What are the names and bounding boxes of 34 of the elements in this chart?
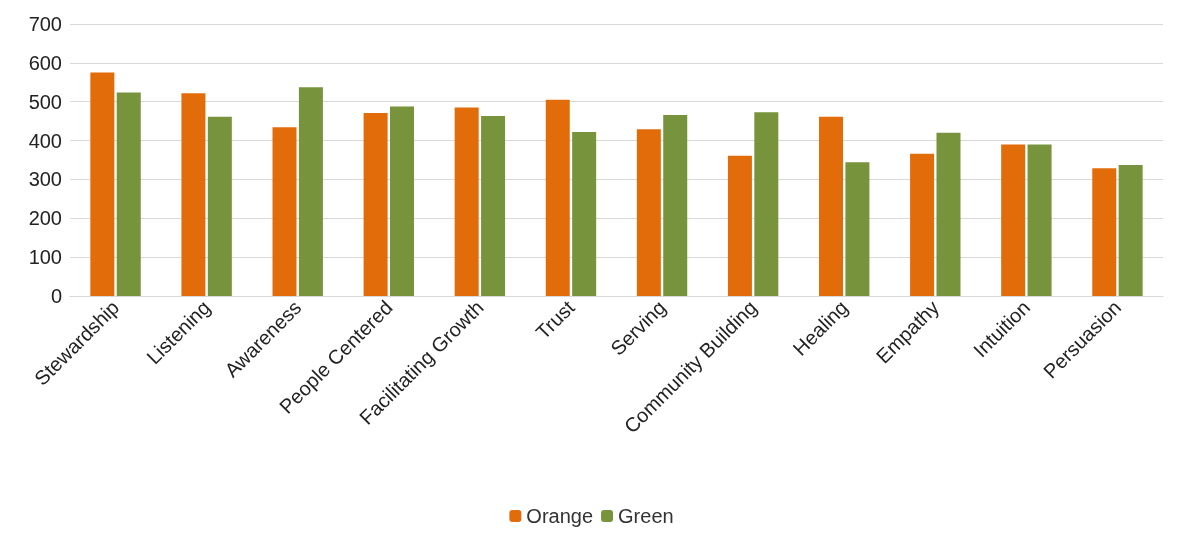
bar [936,132,961,296]
legend-label: Green [618,505,674,527]
y-tick-label: 0 [50,285,62,307]
y-tick-label: 700 [28,13,62,35]
y-tick-label: 300 [28,168,62,191]
bar [363,112,388,296]
bar [572,132,597,296]
bar [727,155,752,296]
bar [1027,144,1052,296]
bar [207,116,232,296]
bar [298,87,323,296]
y-tick-label: 600 [28,51,62,74]
bar [1001,144,1026,296]
legend-label: Orange [526,505,594,527]
bar [754,112,779,296]
bar [1092,168,1117,296]
bar [636,129,661,296]
y-tick-label: 100 [28,246,62,269]
y-tick-label: 200 [28,207,62,230]
bar [454,107,479,296]
bar [845,162,870,296]
bar [819,116,844,296]
bar [1118,165,1143,296]
y-tick-label: 500 [28,90,62,113]
bar [181,93,206,296]
bar [481,116,506,296]
bar [272,127,297,296]
bar [90,72,115,296]
bar [116,92,141,296]
bar [910,153,935,296]
bar [389,106,414,296]
bar [663,114,688,296]
bar [545,99,570,296]
y-tick-label: 400 [28,129,62,152]
